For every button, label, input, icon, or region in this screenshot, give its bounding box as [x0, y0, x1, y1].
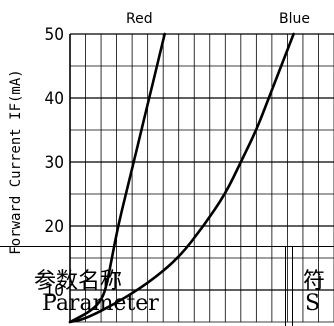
table-header-cn-2: 符: [303, 269, 325, 294]
legend-label-blue: Blue: [279, 11, 310, 27]
table-header-cn-1: 参数名称: [34, 269, 122, 294]
y-tick-label: 10: [45, 281, 64, 301]
y-axis-label: Forward Current IF(mA): [8, 69, 24, 254]
chart-grid: [69, 33, 334, 323]
y-tick-label: 50: [45, 25, 64, 45]
table-header-en-2: S: [305, 291, 320, 316]
y-tick-label: 20: [45, 217, 64, 237]
series-group: [68, 32, 295, 324]
legend-label-red: Red: [126, 11, 153, 27]
table-header-en-1: Parameter: [42, 291, 159, 316]
series-line-blue: [68, 32, 295, 324]
y-tick-labels: 10 20 30 40 50: [45, 25, 64, 301]
y-tick-label: 40: [45, 89, 64, 109]
y-tick-label: 30: [45, 153, 64, 173]
series-line-red: [68, 32, 166, 324]
